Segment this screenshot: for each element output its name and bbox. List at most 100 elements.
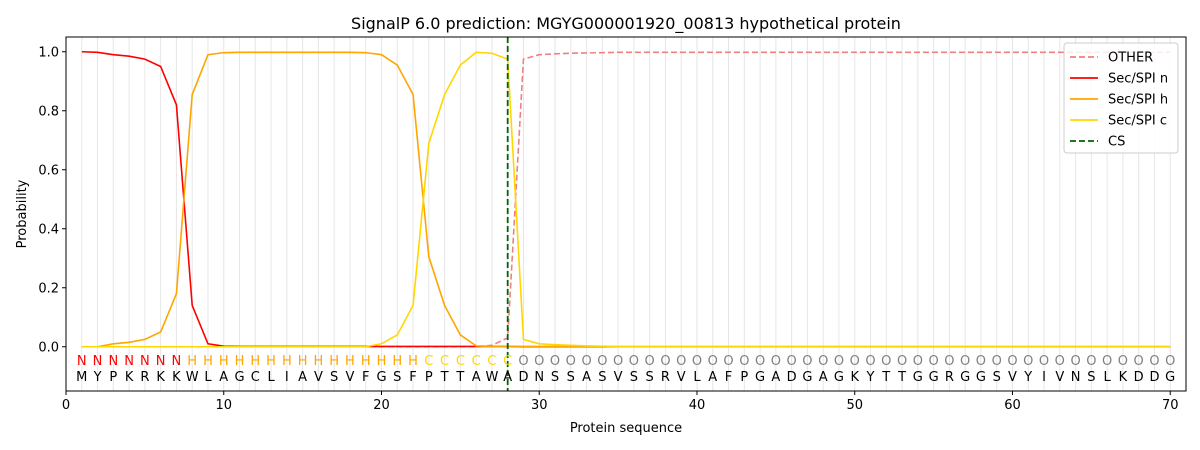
annotation-letter: N <box>77 354 87 369</box>
sequence-letter: G <box>976 370 986 385</box>
legend-label: CS <box>1108 135 1125 150</box>
sequence-letter: T <box>440 370 449 385</box>
annotation-letter: O <box>550 354 560 369</box>
sequence-letter: V <box>345 370 354 385</box>
sequence-letter: S <box>993 370 1001 385</box>
sequence-letter: G <box>913 370 923 385</box>
sequence-letter: I <box>1042 370 1046 385</box>
annotation-letter: O <box>1070 354 1080 369</box>
sequence-letter: F <box>725 370 732 385</box>
sequence-letter: L <box>1104 370 1112 385</box>
sequence-letter: W <box>186 370 199 385</box>
annotation-letter: O <box>928 354 938 369</box>
annotation-letter: O <box>897 354 907 369</box>
annotation-letter: O <box>1055 354 1065 369</box>
annotation-letter: O <box>566 354 576 369</box>
sequence-letter: S <box>598 370 606 385</box>
annotation-letter: N <box>93 354 103 369</box>
annotation-letter: H <box>219 354 229 369</box>
axes: 0 10 20 30 40 50 60 70 0.0 0.2 0.4 0.6 0.8 1.0 <box>38 45 1178 413</box>
y-tick-label: 0.8 <box>38 104 59 119</box>
sequence-letter: F <box>409 370 416 385</box>
annotation-letter: O <box>850 354 860 369</box>
annotation-letter: N <box>140 354 150 369</box>
sequence-letter: G <box>376 370 386 385</box>
sequence-letter: K <box>850 370 859 385</box>
annotation-letter: H <box>361 354 371 369</box>
annotation-letter: O <box>739 354 749 369</box>
sequence-letter: Y <box>93 370 102 385</box>
legend: OTHER Sec/SPI n Sec/SPI h Sec/SPI c CS <box>1063 42 1179 154</box>
y-tick-label: 0.0 <box>38 340 59 355</box>
sequence-letter: D <box>787 370 797 385</box>
sequence-letter: V <box>614 370 623 385</box>
sequence-letter: V <box>314 370 323 385</box>
sequence-letter: A <box>298 370 307 385</box>
sequence-letter: V <box>1055 370 1064 385</box>
sequence-letter: D <box>518 370 528 385</box>
annotation-letter: H <box>282 354 292 369</box>
sequence-letter: T <box>897 370 906 385</box>
annotation-letter: O <box>1118 354 1128 369</box>
annotation-letter: O <box>534 354 544 369</box>
sequence-letter: A <box>219 370 228 385</box>
series-line-sec-spi-h <box>81 51 1171 348</box>
sequence-letter: G <box>960 370 970 385</box>
sequence-letter: P <box>425 370 433 385</box>
x-tick-label: 40 <box>689 398 706 413</box>
series-line-other <box>81 51 1171 348</box>
x-tick-label: 10 <box>215 398 232 413</box>
sequence-letter: G <box>929 370 939 385</box>
annotation-letter: O <box>865 354 875 369</box>
annotation-letter: O <box>1007 354 1017 369</box>
sequence-letter: P <box>109 370 117 385</box>
sequence-letter: S <box>551 370 559 385</box>
annotation-letter: O <box>976 354 986 369</box>
x-tick-label: 0 <box>62 398 70 413</box>
annotation-letter: O <box>802 354 812 369</box>
annotation-letter: O <box>755 354 765 369</box>
annotation-letter: C <box>487 354 496 369</box>
annotation-letter: H <box>235 354 245 369</box>
annotation-letter: O <box>787 354 797 369</box>
sequence-letter: R <box>945 370 954 385</box>
sequence-letter: V <box>677 370 686 385</box>
annotation-letter: O <box>1102 354 1112 369</box>
y-tick-label: 0.6 <box>38 163 59 178</box>
annotation-letter: C <box>456 354 465 369</box>
annotation-letter: O <box>723 354 733 369</box>
sequence-letter: N <box>534 370 544 385</box>
annotation-letter: H <box>298 354 308 369</box>
annotation-letter: O <box>613 354 623 369</box>
series-lines <box>81 50 1171 348</box>
y-tick-label: 1.0 <box>38 45 59 60</box>
plot-frame <box>65 36 1187 392</box>
sequence-letter: S <box>1087 370 1095 385</box>
annotation-letter: H <box>203 354 213 369</box>
annotation-letter: C <box>424 354 433 369</box>
annotation-letter: O <box>1149 354 1159 369</box>
annotation-letter: O <box>581 354 591 369</box>
annotation-letter: O <box>1134 354 1144 369</box>
annotation-letter: H <box>377 354 387 369</box>
sequence-letter: Y <box>1023 370 1032 385</box>
annotation-letter: O <box>818 354 828 369</box>
series-line-sec-spi-c <box>81 51 1171 348</box>
annotation-letter: H <box>266 354 276 369</box>
annotation-letter: O <box>913 354 923 369</box>
annotation-letter: N <box>108 354 118 369</box>
sequence-letter: D <box>1134 370 1144 385</box>
sequence-letter: T <box>881 370 890 385</box>
annotation-letter: O <box>834 354 844 369</box>
sequence-letter: K <box>125 370 134 385</box>
sequence-letter: W <box>485 370 498 385</box>
annotation-letter: O <box>1086 354 1096 369</box>
legend-label: Sec/SPI n <box>1108 72 1168 87</box>
sequence-letter: S <box>330 370 338 385</box>
y-axis-label: Probability <box>15 179 30 248</box>
sequence-letter: R <box>140 370 149 385</box>
annotation-letter: O <box>1165 354 1175 369</box>
sequence-letter: A <box>819 370 828 385</box>
sequence-letter: A <box>582 370 591 385</box>
sequence-letter: S <box>393 370 401 385</box>
